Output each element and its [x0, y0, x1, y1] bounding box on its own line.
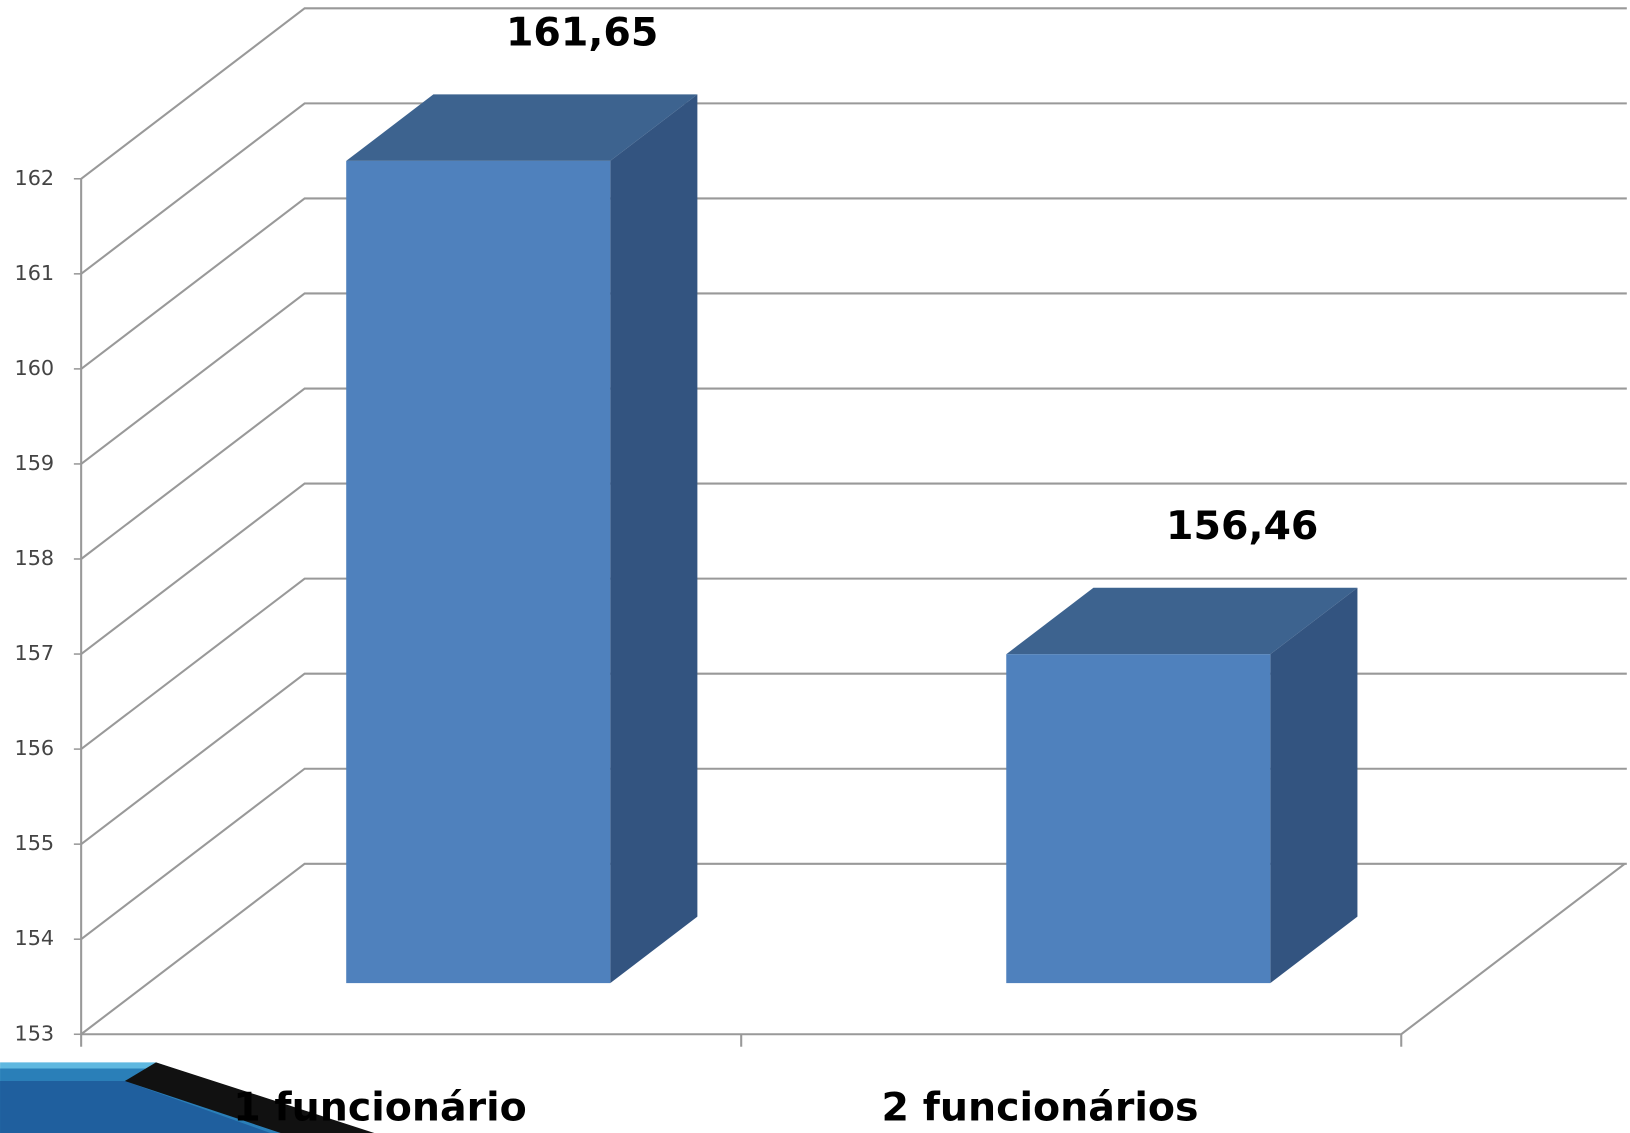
grid-line — [80, 862, 1627, 1036]
y-tick-label: 154 — [14, 926, 54, 950]
x-tick-label: 1 funcionário — [233, 1085, 527, 1131]
value-label: 161,65 — [506, 10, 658, 56]
bar-top — [1006, 587, 1358, 655]
y-tick-label: 157 — [14, 641, 54, 665]
y-tick-label: 162 — [14, 166, 54, 190]
y-tick-label: 161 — [14, 261, 54, 285]
y-tick-label: 158 — [14, 546, 54, 570]
bar-side — [1270, 587, 1358, 984]
y-tick-label: 156 — [14, 736, 54, 760]
grid-line — [80, 102, 1627, 275]
grid-line — [80, 672, 1627, 845]
bar-top — [346, 94, 698, 161]
y-tick-label: 159 — [14, 451, 54, 475]
grid-line — [80, 292, 1627, 465]
floor-edge — [81, 862, 1626, 1036]
y-tick-label: 153 — [14, 1021, 54, 1045]
x-tick-label: 2 funcionários — [882, 1085, 1199, 1131]
grid-line — [80, 767, 1627, 941]
bar-side — [610, 94, 698, 984]
grid-line — [80, 577, 1627, 750]
y-tick-label: 155 — [14, 831, 54, 855]
bar — [346, 160, 611, 984]
grid-line — [80, 387, 1627, 560]
y-tick-label: 160 — [14, 356, 54, 380]
bar — [1006, 654, 1271, 984]
value-label: 156,46 — [1166, 503, 1318, 549]
grid-line — [80, 197, 1627, 370]
grid-line — [80, 482, 1627, 655]
decoration-arrow — [0, 1062, 375, 1133]
grid-line — [80, 7, 1627, 180]
